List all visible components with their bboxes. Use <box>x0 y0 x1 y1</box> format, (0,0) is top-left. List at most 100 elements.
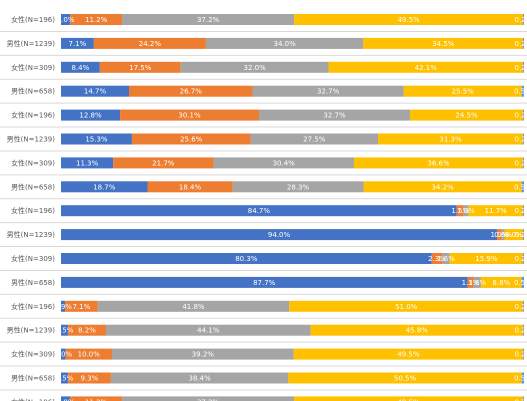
data-label: 8.4% <box>72 64 90 72</box>
bar-segment <box>61 85 129 97</box>
data-label: 28.3% <box>287 183 310 191</box>
category-label: 女性(N=196) <box>11 397 55 401</box>
data-label: 0.2% <box>515 231 527 239</box>
data-label: 25.6% <box>180 136 203 144</box>
data-label: 37.2% <box>197 16 220 24</box>
data-label: 0.2% <box>515 303 527 311</box>
data-label: 0.2% <box>515 64 527 72</box>
bar-segment <box>259 109 410 121</box>
data-label: 9.3% <box>81 375 99 383</box>
data-label: 49.5% <box>397 398 420 401</box>
data-label: 30.4% <box>273 159 296 167</box>
bar-segment <box>65 348 112 360</box>
data-label: 1.6% <box>437 255 455 263</box>
data-label: 30.1% <box>178 112 201 120</box>
data-label: 34.0% <box>274 40 297 48</box>
data-label: 44.1% <box>197 327 220 335</box>
bar-segment <box>523 14 524 25</box>
category-label: 男性(N=1239) <box>7 39 56 48</box>
bar-segment <box>523 348 524 360</box>
bar-segment <box>523 253 524 264</box>
bar-segment <box>65 300 98 312</box>
bar-segment <box>61 324 68 336</box>
bar-segment <box>456 205 464 217</box>
data-label: 0.9% <box>54 303 72 311</box>
data-label: 11.7% <box>485 207 508 215</box>
bar-segment <box>449 253 524 264</box>
bar-segment <box>473 276 481 288</box>
data-label: 25.5% <box>452 88 475 96</box>
category-label: 女性(N=196) <box>11 15 55 24</box>
data-label: 15.3% <box>85 136 108 144</box>
data-label: 1.5% <box>56 375 74 383</box>
bar-segment <box>497 229 502 241</box>
data-label: 21.7% <box>152 159 175 167</box>
bar-segment <box>504 229 524 241</box>
data-label: 24.5% <box>455 112 478 120</box>
bar-segment <box>61 348 66 360</box>
bar-segment <box>480 276 522 288</box>
data-label: 50.5% <box>394 375 417 383</box>
data-label: 1.5% <box>451 207 469 215</box>
data-label: 10.0% <box>78 351 101 359</box>
bar-segment <box>61 205 457 217</box>
category-label: 男性(N=658) <box>11 374 55 383</box>
bar-segment <box>111 348 294 360</box>
category-label: 女性(N=196) <box>11 206 55 215</box>
bar-segment <box>120 109 260 121</box>
bar-segment <box>442 253 450 264</box>
data-label: 8.8% <box>492 279 510 287</box>
data-label: 32.7% <box>323 112 346 120</box>
data-label: 2.3% <box>428 255 446 263</box>
bar-segment <box>378 133 524 145</box>
data-label: 4.0% <box>505 231 523 239</box>
bar-segment <box>501 229 505 241</box>
bar-segment <box>61 109 121 121</box>
data-label: 0.2% <box>515 327 527 335</box>
bar-segment <box>67 372 111 384</box>
bar-segment <box>93 37 206 49</box>
bar-segment <box>409 109 524 121</box>
data-label: 0.2% <box>515 398 527 401</box>
bar-segment <box>463 205 469 217</box>
bar-segment <box>113 157 214 169</box>
data-label: 36.6% <box>427 159 450 167</box>
data-label: 42.1% <box>415 64 438 72</box>
bar-segment <box>61 276 468 288</box>
bar-segment <box>523 300 524 312</box>
bar-segment <box>523 205 524 217</box>
data-label: 94.0% <box>268 231 291 239</box>
bar-segment <box>353 157 524 169</box>
bar-segment <box>128 85 253 97</box>
data-label: 27.5% <box>303 136 326 144</box>
data-label: 84.7% <box>248 207 271 215</box>
data-label: 1.5% <box>56 327 74 335</box>
category-label: 女性(N=309) <box>11 63 55 72</box>
category-label: 女性(N=309) <box>11 254 55 263</box>
data-label: 45.8% <box>406 327 429 335</box>
data-label: 1.6% <box>468 279 486 287</box>
category-label: 男性(N=1239) <box>7 135 56 144</box>
bar-segment <box>523 324 524 336</box>
bar-segment <box>523 109 524 121</box>
bar-segment <box>523 396 524 401</box>
bar-segment <box>403 85 522 97</box>
bar-segment <box>523 133 524 145</box>
bar-segment <box>61 300 66 312</box>
bar-segment <box>232 181 364 193</box>
data-label: 18.7% <box>93 183 116 191</box>
data-label: 34.5% <box>432 40 455 48</box>
bar-segment <box>61 37 94 49</box>
bar-segment <box>122 396 295 401</box>
bar-segment <box>467 276 474 288</box>
bar-segment <box>97 300 290 312</box>
data-label: 0.5% <box>514 183 527 191</box>
category-label: 女性(N=196) <box>11 302 55 311</box>
bar-segment <box>363 181 522 193</box>
data-label: 1.0% <box>457 207 475 215</box>
bar-segment <box>521 372 524 384</box>
data-label: 41.8% <box>182 303 205 311</box>
category-label: 女性(N=309) <box>11 158 55 167</box>
data-label: 34.2% <box>431 183 454 191</box>
